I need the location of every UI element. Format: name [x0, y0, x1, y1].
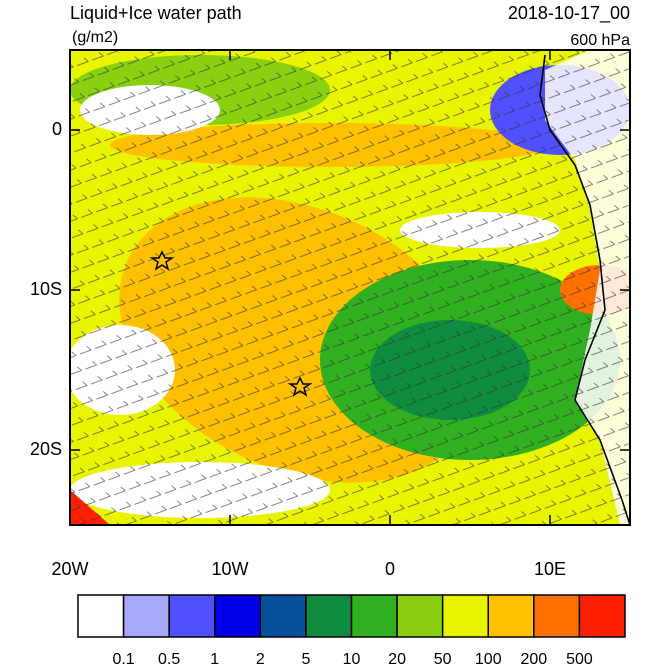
lat-label: 0 — [52, 119, 62, 139]
colorbar-label: 200 — [520, 651, 547, 667]
lon-label: 10E — [534, 559, 566, 579]
colorbar-box — [533, 594, 581, 638]
units: (g/m2) — [72, 29, 118, 46]
colorbar-label: 50 — [434, 651, 452, 667]
colorbar-box — [77, 594, 125, 638]
lon-label: 0 — [385, 559, 395, 579]
colorbar-label: 10 — [343, 651, 361, 667]
colorbar-box — [122, 594, 170, 638]
colorbar-box — [214, 594, 262, 638]
colorbar-box — [259, 594, 307, 638]
colorbar-box — [578, 594, 626, 638]
colorbar-box — [305, 594, 353, 638]
colorbar-label: 0.5 — [158, 651, 180, 667]
colorbar-box — [350, 594, 398, 638]
map-frame — [69, 49, 631, 526]
map-field — [70, 50, 630, 525]
colorbar-label: 500 — [566, 651, 593, 667]
colorbar-label: 5 — [301, 651, 310, 667]
colorbar-box — [396, 594, 444, 638]
colorbar-label: 2 — [256, 651, 265, 667]
colorbar-label: 0.1 — [112, 651, 134, 667]
lat-label: 20S — [30, 439, 62, 459]
colorbar-label: 1 — [210, 651, 219, 667]
colorbar-box — [168, 594, 216, 638]
title: Liquid+Ice water path — [70, 3, 242, 23]
colorbar-label: 100 — [475, 651, 502, 667]
lat-label: 10S — [30, 279, 62, 299]
lon-label: 10W — [211, 559, 248, 579]
level: 600 hPa — [570, 32, 630, 49]
colorbar-box — [487, 594, 535, 638]
colorbar-box — [441, 594, 489, 638]
colorbar-label: 20 — [388, 651, 406, 667]
date: 2018-10-17_00 — [508, 3, 630, 24]
lon-label: 20W — [51, 559, 88, 579]
